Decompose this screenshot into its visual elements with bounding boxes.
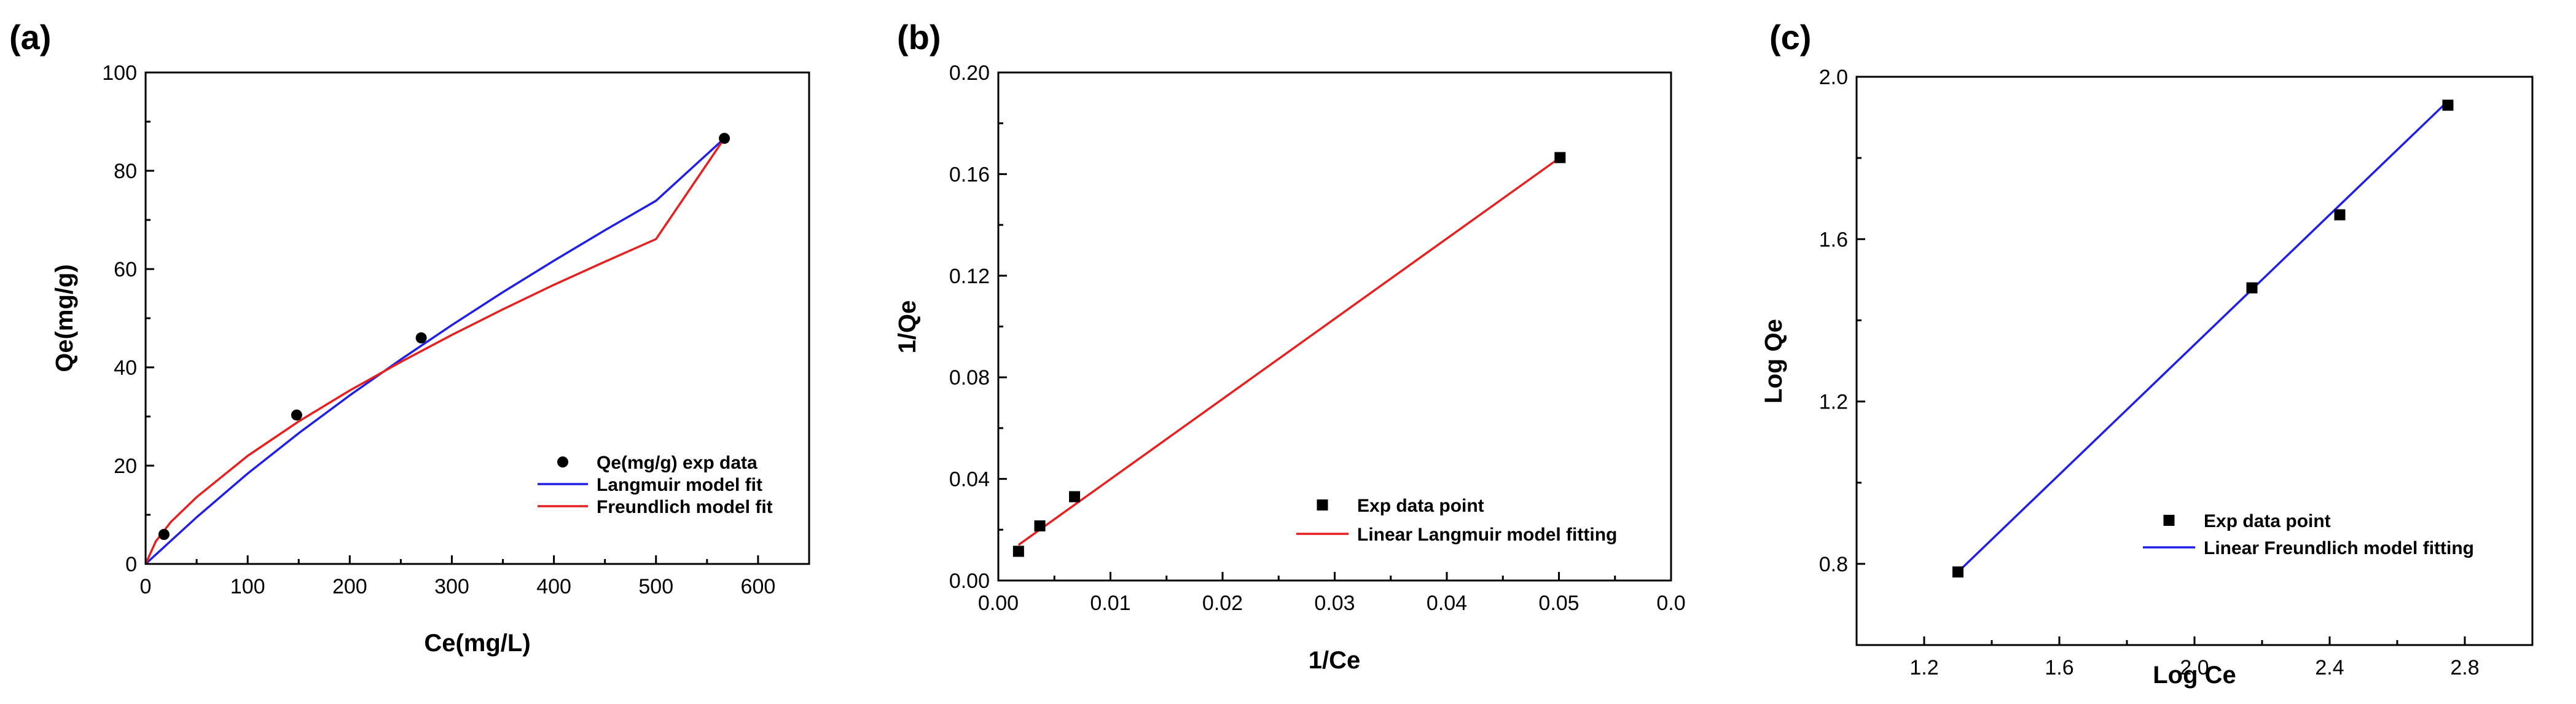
panel-c-y-tick-label: 2.0	[1819, 66, 1848, 89]
panel-b-series-0-point	[1012, 546, 1024, 557]
panel-a-axes-frame	[144, 71, 810, 565]
panel-c-x-tick-label: 1.2	[1909, 656, 1938, 679]
panel-a-y-tick-label: 0	[125, 553, 137, 576]
panel-c-plot-layer: 1.2 1.6 2.0 2.4 2.8 0.8 1.2 1.6 2.0	[1819, 66, 2480, 679]
panel-b-plot-layer: 0.00 0.01 0.02 0.03 0.04 0.05 0.0 0.00 0.04 0.08 0…	[949, 61, 1686, 615]
panel-b-x-tick-label: 0.02	[1202, 592, 1243, 615]
panel-b-label: (b)	[897, 18, 941, 57]
panel-c-axes-frame	[1855, 76, 2534, 646]
panel-b-x-tick-label: 0.04	[1427, 592, 1467, 615]
panel-c-y-axis-title: Log Qe	[1760, 319, 1787, 404]
panel-b-axes-frame	[997, 71, 1672, 582]
panel-b-series-0-point	[1554, 152, 1566, 163]
panel-c-y-tick-label: 1.2	[1819, 391, 1848, 414]
panel-a-series-2-line	[144, 138, 726, 565]
panel-a-x-tick-label: 500	[638, 575, 673, 598]
panel-a-y-tick-label: 100	[102, 61, 137, 85]
panel-c: (c) 1.2 1.6 2.0 2.4 2.8 0.8 1.2 1.6 2.0 Log Ce L…	[1760, 18, 2534, 689]
panel-b-x-tick-label: 0.0	[1656, 592, 1685, 615]
panel-b-x-tick-label: 0.03	[1314, 592, 1355, 615]
panel-b-series-0-point	[1034, 520, 1046, 532]
panel-c-x-tick-label: 1.6	[2045, 656, 2073, 679]
panel-c-x-tick-label: 2.4	[2315, 656, 2344, 679]
panel-a-series-0-point	[158, 529, 170, 540]
panel-b-legend-marker	[1317, 499, 1328, 510]
panel-b-series-0-point	[1069, 491, 1081, 503]
panel-a-legend-label: Langmuir model fit	[597, 475, 762, 495]
panel-a-legend-label: Freundlich model fit	[597, 497, 773, 517]
panel-b-y-axis-title: 1/Qe	[894, 300, 921, 354]
panel-b-y-tick-label: 0.12	[949, 265, 990, 288]
panel-a-series-0-point	[291, 409, 302, 421]
panel-c-y-tick-label: 0.8	[1819, 553, 1848, 576]
panel-c-series-0-point	[2246, 282, 2258, 294]
panel-b-y-tick-label: 0.16	[949, 163, 990, 186]
panel-c-x-tick-label: 2.0	[2180, 656, 2209, 679]
panel-b-x-tick-label: 0.00	[978, 592, 1019, 615]
panel-c-series-0-point	[2334, 209, 2346, 221]
panel-a-y-tick-label: 40	[114, 356, 137, 380]
panel-c-x-axis-title: Log Ce	[2153, 662, 2236, 689]
panel-c-series-1-line	[1957, 100, 2449, 573]
panel-a-y-tick-label: 80	[114, 160, 137, 183]
panel-c-series-0-point	[1952, 566, 1963, 578]
panel-b-x-tick-label: 0.05	[1538, 592, 1579, 615]
panel-a-x-tick-label: 0	[140, 575, 152, 598]
panel-b-y-tick-label: 0.08	[949, 366, 990, 389]
panel-b-legend-label: Exp data point	[1357, 496, 1484, 516]
panel-a: (a) 0 100 200 300 400 500 600 0 20 40 60 80 100 Ce(m…	[9, 18, 810, 657]
panel-a-x-tick-label: 600	[741, 575, 776, 598]
panel-b-y-tick-label: 0.00	[949, 569, 990, 593]
panel-c-legend-label: Exp data point	[2204, 511, 2331, 531]
panel-a-y-tick-label: 60	[114, 258, 137, 281]
panel-b-x-tick-label: 0.01	[1090, 592, 1130, 615]
panel-b: (b) 0.00 0.01 0.02 0.03 0.04 0.05 0.00.000.040…	[894, 18, 1686, 674]
panel-a-series-1-line	[144, 137, 726, 565]
panel-a-y-axis-title: Qe(mg/g)	[51, 264, 78, 372]
panel-a-x-tick-label: 200	[332, 575, 367, 598]
panel-c-label: (c)	[1769, 18, 1811, 57]
panel-c-legend: Exp data point Linear Freundlich model fi…	[2143, 511, 2474, 558]
panel-a-legend-marker	[557, 456, 568, 467]
panel-a-plot-layer: 0 100 200 300 400 500 600 0 20 40 60 80 100	[102, 61, 775, 598]
panel-a-x-axis-title: Ce(mg/L)	[424, 630, 530, 657]
panel-a-legend-label: Qe(mg/g) exp data	[597, 453, 758, 473]
panel-b-series-1-line	[1017, 157, 1561, 546]
panel-c-y-tick-label: 1.6	[1819, 228, 1848, 251]
panel-b-x-axis-title: 1/Ce	[1309, 647, 1361, 674]
panel-b-y-tick-label: 0.20	[949, 61, 990, 85]
panel-a-x-tick-label: 300	[434, 575, 469, 598]
panel-c-legend-label: Linear Freundlich model fitting	[2204, 538, 2474, 558]
panel-a-label: (a)	[9, 18, 51, 57]
panel-b-legend: Exp data point Linear Langmuir model fitt…	[1296, 496, 1617, 545]
panel-a-series-0-point	[415, 332, 427, 343]
panel-a-x-tick-label: 400	[536, 575, 571, 598]
panel-b-legend-label: Linear Langmuir model fitting	[1357, 525, 1617, 545]
panel-a-x-tick-label: 100	[230, 575, 265, 598]
panel-b-y-tick-label: 0.04	[949, 468, 990, 491]
panel-c-series-0-point	[2442, 100, 2454, 111]
panel-c-x-tick-label: 2.8	[2450, 656, 2479, 679]
panel-c-legend-marker	[2163, 515, 2175, 526]
panel-a-series-0-point	[719, 133, 730, 144]
panel-a-y-tick-label: 20	[114, 455, 137, 478]
